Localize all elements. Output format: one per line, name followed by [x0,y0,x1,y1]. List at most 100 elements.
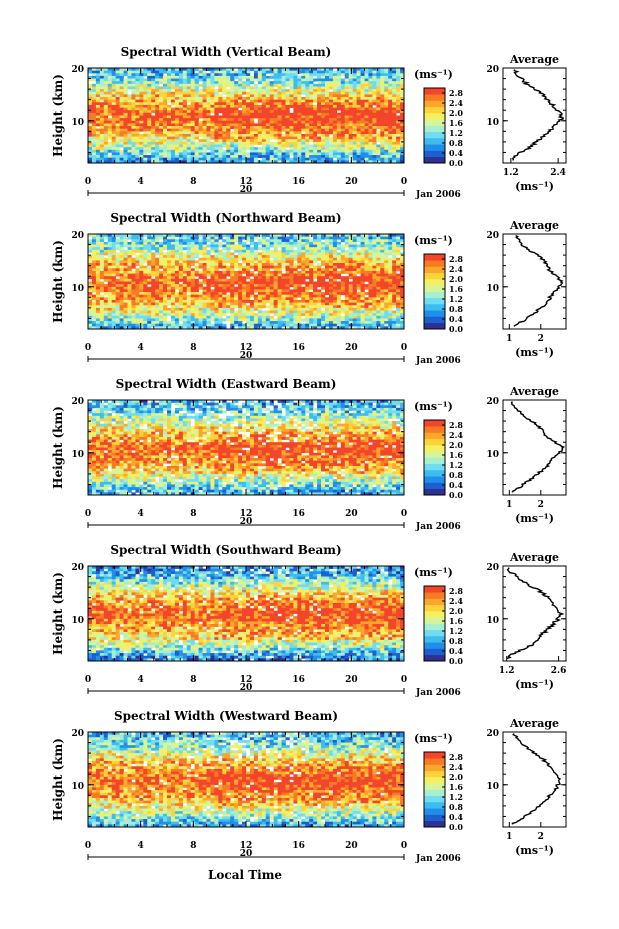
x-tick-label: 20 [345,841,358,851]
x-tick-label: 4 [138,675,144,685]
x-tick-label: 16 [292,841,305,851]
colorbar-swatch [424,802,445,809]
x-tick-label: 0 [85,343,91,353]
date-label: Jan 2006 [415,854,461,864]
profile-y-tick-label: 10 [486,450,499,460]
colorbar-swatch [424,426,445,433]
x-tick-label: 4 [138,841,144,851]
y-tick-label: 20 [71,231,84,241]
colorbar-unit: (ms⁻¹) [414,566,453,579]
colorbar-swatch [424,611,445,618]
colorbar-swatch [424,795,445,803]
colorbar-swatch [424,125,445,133]
profile-x-tick-label: 2.4 [550,168,566,178]
colorbar-tick-label: 2.0 [449,772,463,782]
colorbar-swatch [424,100,445,108]
y-tick-label: 10 [71,284,84,294]
colorbar-swatch [424,445,445,452]
x-axis-label: Local Time [208,868,282,882]
profile-x-tick-label: 2.6 [551,666,567,676]
colorbar-tick-label: 0.8 [449,802,463,812]
x-tick-label: 12 [240,509,253,519]
colorbar-swatch [424,488,445,496]
x-tick-label: 0 [85,675,91,685]
colorbar-swatch [424,156,445,164]
profile-y-tick-label: 20 [486,563,499,573]
colorbar-swatch [424,150,445,158]
x-tick-label: 20 [345,177,358,187]
y-axis-label: Height (km) [51,572,65,655]
colorbar-tick-label: 0.4 [449,646,463,656]
colorbar-swatch [424,623,445,631]
profile-y-tick-label: 20 [486,729,499,739]
profile-title: Average [509,53,559,66]
date-label: Jan 2006 [415,688,461,698]
panel-5: Spectral Width (Westward Beam)1020Height… [51,709,567,864]
x-tick-label: 12 [240,675,253,685]
profile-title: Average [509,551,559,564]
colorbar-swatch [424,310,445,317]
day-label: 20 [240,849,253,859]
profile-y-tick-label: 10 [486,118,499,128]
colorbar-swatch [424,138,445,145]
colorbar-tick-label: 2.4 [449,762,463,772]
colorbar-tick-label: 0.4 [449,314,463,324]
colorbar-swatch [424,598,445,606]
colorbar-tick-label: 2.4 [449,596,463,606]
profile-x-label: (ms⁻¹) [515,678,554,691]
colorbar-tick-label: 0.0 [449,656,463,666]
profile-frame [502,399,567,496]
colorbar-tick-label: 2.0 [449,606,463,616]
x-tick-label: 4 [138,343,144,353]
colorbar-tick-label: 0.8 [449,470,463,480]
colorbar-frame [423,419,446,496]
colorbar-tick-label: 1.2 [449,294,463,304]
colorbar-tick-label: 1.2 [449,792,463,802]
y-tick-label: 10 [71,118,84,128]
profile-x-tick-label: 1 [506,500,512,510]
colorbar-tick-label: 2.0 [449,440,463,450]
x-tick-label: 8 [190,177,196,187]
profile-y-tick-label: 10 [486,782,499,792]
y-axis-label: Height (km) [51,738,65,821]
colorbar-swatch [424,432,445,440]
y-tick-label: 20 [71,397,84,407]
colorbar-swatch [424,758,445,765]
day-label: 20 [240,517,253,527]
colorbar-tick-label: 0.4 [449,480,463,490]
colorbar-tick-label: 2.8 [449,254,463,264]
heatmap-cells [88,234,405,330]
date-label: Jan 2006 [415,190,461,200]
colorbar-swatch [424,285,445,292]
day-label: 20 [240,185,253,195]
colorbar-swatch [424,322,445,330]
profile-line [506,567,565,660]
colorbar-tick-label: 1.2 [449,128,463,138]
profile-x-tick-label: 2 [538,832,544,842]
colorbar-unit: (ms⁻¹) [414,234,453,247]
x-tick-label: 0 [401,343,407,353]
colorbar-tick-label: 2.4 [449,98,463,108]
colorbar-swatch [424,764,445,772]
colorbar-swatch [424,260,445,267]
colorbar-tick-label: 1.2 [449,626,463,636]
x-tick-label: 20 [345,675,358,685]
colorbar-swatch [424,131,445,139]
colorbar-swatch [424,654,445,662]
date-label: Jan 2006 [415,356,461,366]
colorbar-swatch [424,304,445,311]
profile-x-tick-label: 1.2 [503,168,519,178]
colorbar-swatch [424,814,445,822]
y-axis-label: Height (km) [51,240,65,323]
day-label: 20 [240,683,253,693]
colorbar-tick-label: 2.8 [449,420,463,430]
profile-frame [502,565,567,662]
colorbar-swatch [424,604,445,612]
x-tick-label: 8 [190,841,196,851]
x-tick-label: 4 [138,177,144,187]
profile-title: Average [509,385,559,398]
colorbar-swatch [424,113,445,120]
colorbar-swatch [424,586,445,593]
heatmap-cells [88,732,405,828]
colorbar-swatch [424,629,445,637]
